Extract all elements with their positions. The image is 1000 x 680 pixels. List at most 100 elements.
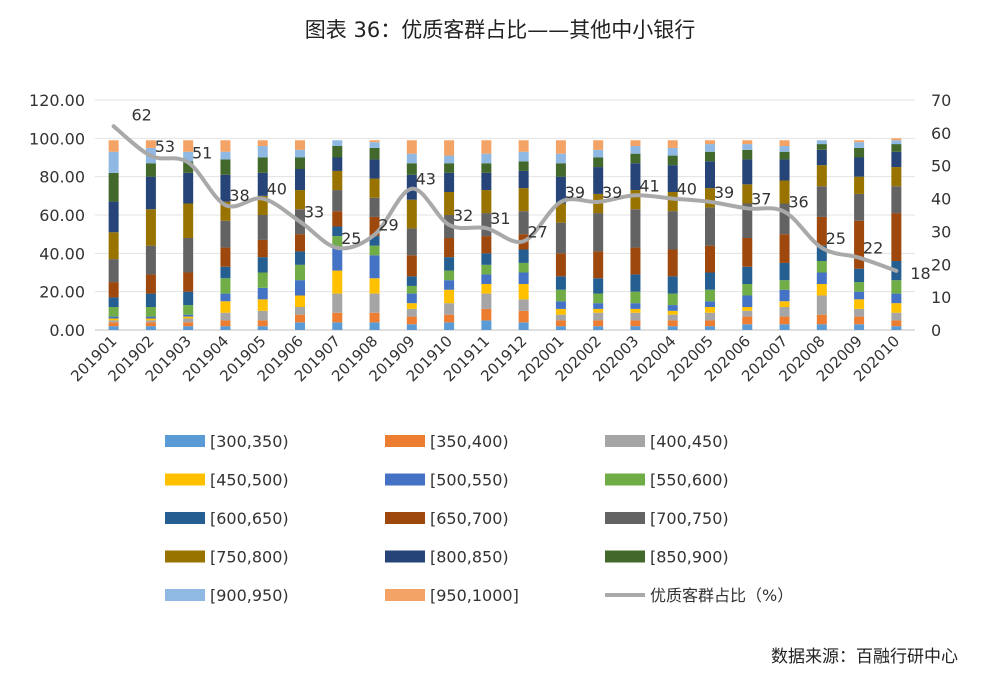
bar-segment: [667, 165, 678, 192]
bars-layer: [108, 138, 902, 330]
bar-segment: [108, 232, 119, 260]
bar-segment: [481, 190, 492, 214]
legend-swatch: [165, 589, 205, 601]
bar-segment: [742, 159, 753, 185]
bar-segment: [183, 140, 194, 152]
bar-segment: [108, 151, 119, 173]
bar-segment: [257, 287, 268, 300]
right-axis: 0 10 20 30 40 50 60 70: [931, 91, 951, 340]
bar-segment: [555, 326, 566, 330]
bar-segment: [332, 226, 343, 237]
bar-segment: [742, 295, 753, 307]
bar-segment: [667, 147, 678, 156]
bar-segment: [667, 320, 678, 327]
bar-segment: [891, 140, 902, 145]
chart-title: 图表 36：优质客群占比——其他中小银行: [305, 18, 695, 42]
bar-segment: [816, 314, 827, 325]
bar-segment: [369, 312, 380, 323]
data-label: 43: [416, 170, 436, 189]
bar-segment: [332, 270, 343, 294]
bar-segment: [481, 274, 492, 284]
bar-segment: [667, 314, 678, 321]
bar-segment: [220, 278, 231, 294]
bar-segment: [295, 295, 305, 307]
bar-segment: [257, 257, 268, 273]
bar-segment: [108, 172, 119, 202]
bar-segment: [406, 303, 417, 309]
legend-item: [500,550): [385, 471, 509, 490]
bar-segment: [220, 326, 231, 330]
bar-segment: [891, 151, 902, 168]
bar-segment: [518, 310, 529, 323]
bar-segment: [555, 253, 566, 277]
bar-segment: [630, 190, 641, 210]
bar-segment: [518, 249, 529, 263]
left-tick-label: 100.00: [29, 129, 85, 148]
chart-source: 数据来源：百融行研中心: [771, 647, 958, 667]
bar-segment: [481, 320, 492, 330]
bar-segment: [145, 163, 156, 177]
legend-swatch: [605, 473, 645, 486]
bar-segment: [145, 293, 156, 307]
bar-segment: [779, 146, 790, 152]
bar-segment: [406, 308, 417, 317]
bar-segment: [145, 318, 156, 321]
bar-segment: [444, 314, 455, 323]
bar-segment: [444, 289, 455, 304]
bar-segment: [108, 259, 119, 283]
bar-segment: [257, 157, 268, 173]
bar-segment: [593, 326, 604, 330]
legend-swatch: [385, 512, 425, 524]
bar-segment: [555, 163, 566, 177]
bar-segment: [369, 278, 380, 294]
bar-segment: [444, 238, 455, 258]
bar-stack: [295, 140, 305, 330]
bar-segment: [406, 228, 417, 256]
bar-segment: [518, 151, 529, 162]
bar-segment: [518, 272, 529, 284]
bar-segment: [220, 174, 231, 202]
bar-stack: [854, 140, 865, 330]
bar-segment: [816, 261, 827, 273]
legend-item: [600,650): [165, 509, 289, 528]
bar-segment: [481, 284, 492, 294]
bar-segment: [779, 316, 790, 325]
right-tick-label: 30: [931, 222, 951, 241]
bar-segment: [742, 144, 753, 150]
bar-segment: [220, 140, 231, 152]
bar-stack: [742, 140, 753, 330]
legend-swatch: [165, 550, 205, 563]
bar-segment: [742, 266, 753, 284]
legend-item: [300,350): [165, 432, 289, 451]
bar-stack: [369, 140, 380, 330]
bar-segment: [108, 307, 119, 317]
legend-item: [750,800): [165, 548, 289, 567]
bar-segment: [555, 222, 566, 254]
bar-segment: [220, 312, 231, 321]
legend-item: [650,700): [385, 509, 509, 528]
data-label: 36: [788, 193, 808, 212]
data-label: 41: [639, 176, 659, 195]
bar-segment: [593, 251, 604, 279]
bar-segment: [295, 149, 305, 158]
bar-segment: [518, 188, 529, 212]
data-label: 32: [453, 206, 473, 225]
bar-segment: [295, 307, 305, 315]
bar-segment: [108, 318, 119, 321]
bar-segment: [555, 140, 566, 154]
bar-segment: [406, 276, 417, 286]
bar-segment: [444, 172, 455, 192]
bar-segment: [481, 213, 492, 237]
bar-segment: [183, 322, 194, 327]
bar-segment: [220, 151, 231, 160]
bar-segment: [555, 301, 566, 309]
legend-swatch: [385, 550, 425, 563]
bar-segment: [481, 253, 492, 265]
bar-segment: [779, 301, 790, 307]
x-axis: 2019012019022019032019042019052019062019…: [67, 332, 903, 385]
data-label: 37: [751, 189, 771, 208]
bar-segment: [593, 278, 604, 294]
bar-segment: [555, 203, 566, 223]
bar-segment: [854, 291, 865, 300]
bar-segment: [406, 255, 417, 277]
